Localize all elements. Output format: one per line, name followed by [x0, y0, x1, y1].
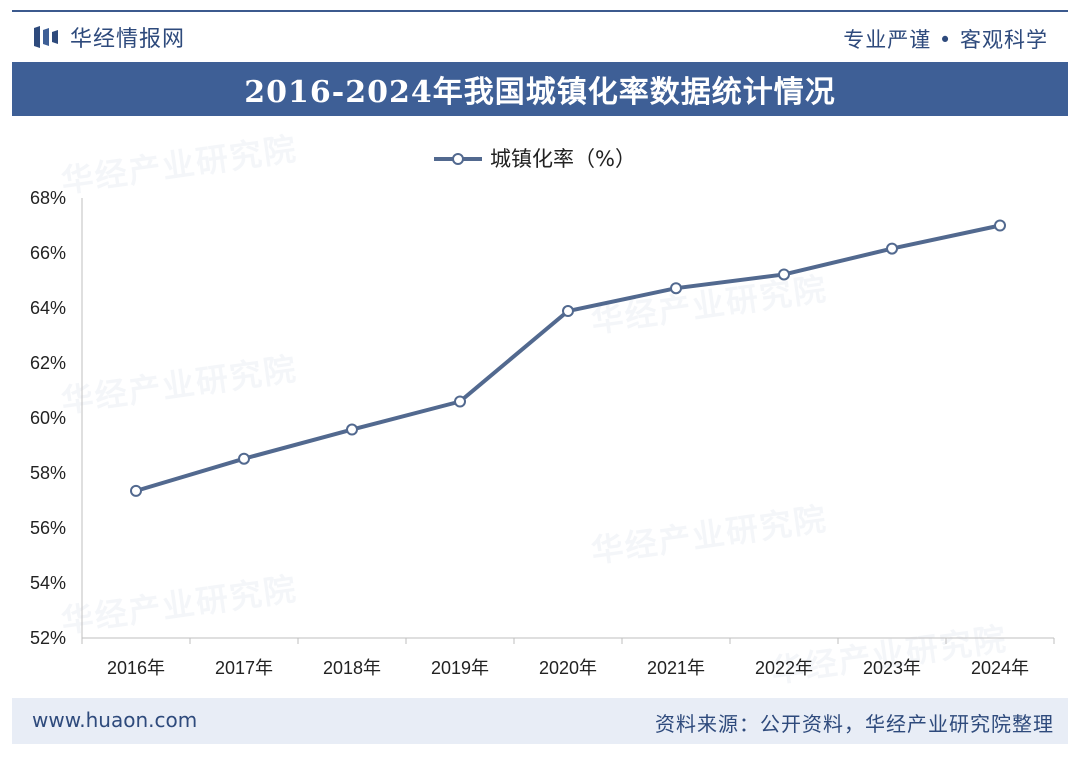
x-tick-label: 2024年 — [971, 658, 1029, 678]
y-tick-label: 58% — [30, 463, 66, 483]
data-point — [562, 305, 574, 318]
y-axis: 52% 54% 56% 58% 60% 62% 64% 66% 68% — [30, 188, 83, 648]
header: 华经情报网 专业严谨 • 客观科学 — [12, 14, 1068, 58]
data-point — [670, 282, 682, 295]
y-tick-label: 62% — [30, 353, 66, 373]
top-rule — [12, 10, 1068, 12]
y-tick-label: 54% — [30, 573, 66, 593]
chart-title: 2016-2024年我国城镇化率数据统计情况 — [244, 75, 836, 110]
x-tick-label: 2019年 — [431, 658, 489, 678]
x-tick-label: 2017年 — [215, 658, 273, 678]
x-axis: 2016年 2017年 2018年 2019年 2020年 2021年 2022年 2023年… — [81, 637, 1055, 678]
data-point — [238, 452, 250, 465]
footer: www.huaon.com 资料来源：公开资料，华经产业研究院整理 — [12, 698, 1068, 744]
footer-source: 资料来源：公开资料，华经产业研究院整理 — [655, 712, 1054, 736]
y-tick-label: 60% — [30, 408, 66, 428]
slogan: 专业严谨 • 客观科学 — [843, 28, 1048, 52]
footer-url: www.huaon.com — [32, 708, 198, 732]
x-tick-label: 2018年 — [323, 658, 381, 678]
x-tick-label: 2020年 — [539, 658, 597, 678]
legend-marker — [452, 153, 464, 165]
data-point — [130, 484, 142, 497]
data-point — [454, 395, 466, 408]
data-point — [778, 268, 790, 281]
legend-label: 城镇化率（%） — [490, 147, 636, 171]
y-tick-label: 68% — [30, 188, 66, 208]
logo-icon — [34, 26, 58, 48]
y-tick-label: 56% — [30, 518, 66, 538]
y-tick-label: 66% — [30, 243, 66, 263]
x-tick-label: 2021年 — [647, 658, 705, 678]
legend: 城镇化率（%） — [434, 147, 636, 171]
y-tick-label: 64% — [30, 298, 66, 318]
line-chart: 城镇化率（%） 52% 54% 56% 58% 60% 62% 64% 66% 68% 2016… — [30, 147, 1055, 678]
series-line — [135, 223, 1001, 493]
data-point — [994, 219, 1006, 232]
brand-name: 华经情报网 — [70, 27, 186, 52]
x-tick-label: 2023年 — [863, 658, 921, 678]
y-tick-label: 52% — [30, 628, 66, 648]
x-tick-label: 2016年 — [107, 658, 165, 678]
plot-area — [130, 219, 1006, 497]
x-tick-label: 2022年 — [755, 658, 813, 678]
title-bar: 2016-2024年我国城镇化率数据统计情况 — [12, 62, 1068, 116]
data-point — [886, 242, 898, 255]
data-point — [346, 423, 358, 436]
chart-area: 城镇化率（%） 52% 54% 56% 58% 60% 62% 64% 66% 68% 2016… — [0, 118, 1080, 698]
logo: 华经情报网 — [34, 22, 185, 52]
